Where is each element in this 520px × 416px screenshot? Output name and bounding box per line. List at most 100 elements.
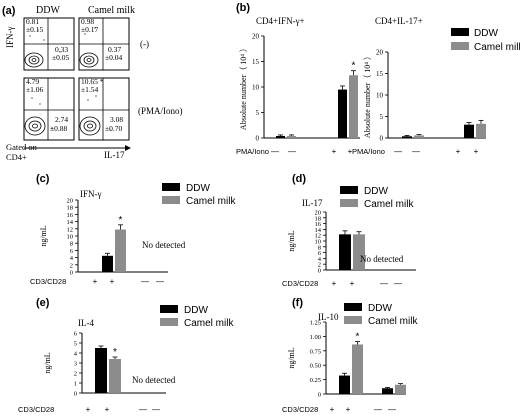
y-tick-label: 5 — [74, 341, 77, 348]
bar — [287, 135, 296, 138]
quadrant-value: 0.81 — [26, 17, 39, 26]
treatment-mark: + — [350, 279, 355, 288]
y-axis-label: ng/mL — [287, 230, 296, 251]
chart-f-il10: 0 0.25 0.50 0.75 1.00 1.25 ng/mL * CD3/CD28 + + — — — [282, 320, 406, 414]
y-tick-label: 16 — [67, 212, 74, 219]
y-tick-label: 4 — [74, 351, 78, 358]
treatment-mark: — — [374, 405, 382, 414]
gate-label: Gated on — [6, 142, 38, 152]
treatment-mark: — — [394, 279, 402, 288]
chart-title: IFN-γ — [80, 189, 101, 199]
y-tick-label: 0 — [318, 268, 321, 275]
y-tick-label: 4 — [70, 255, 74, 262]
y-tick-label: 6 — [70, 248, 74, 255]
y-tick-label: 3 — [74, 361, 77, 368]
treatment-mark: + — [474, 147, 479, 156]
legend-label-ddw: DDW — [474, 28, 498, 39]
treatment-label: CD3/CD28 — [30, 277, 66, 286]
treatment-mark: + — [105, 405, 110, 414]
y-tick-label: 20 — [315, 210, 322, 217]
bar — [95, 348, 107, 393]
y-tick-label: 6 — [318, 250, 322, 257]
facs-plot-stim-camel — [78, 77, 130, 141]
treatment-mark: + — [110, 277, 115, 286]
treatment-mark: + — [93, 277, 98, 286]
y-tick-label: 14 — [315, 227, 322, 234]
x-axis-arrowhead — [125, 145, 131, 151]
y-tick-label: 2 — [70, 262, 73, 269]
chart-b-il17: 0 5 10 15 20 Absolute number（ 10⁴ ） PMA/Iono — —… — [352, 49, 486, 156]
treatment-mark: — — [156, 277, 164, 286]
quadrant-value: 0.33 — [55, 45, 68, 54]
treatment-label: CD3/CD28 — [282, 405, 318, 414]
bar — [339, 234, 351, 270]
legend-label-ddw: DDW — [364, 186, 388, 197]
x-axis-label-il17: IL-17 — [104, 150, 125, 160]
y-axis-label: ng/mL — [43, 352, 52, 373]
y-tick-label: 0.50 — [310, 363, 321, 370]
chart-title: IL-4 — [78, 318, 94, 328]
y-tick-label: 8 — [70, 241, 73, 248]
legend-label-camel: Camel milk — [364, 199, 414, 210]
treatment-label: CD3/CD28 — [282, 279, 318, 288]
y-tick-label: 0.25 — [310, 377, 321, 384]
bar — [476, 123, 486, 138]
y-tick-label: 10 — [252, 84, 260, 92]
bar — [353, 234, 365, 270]
treatment-mark: — — [288, 147, 296, 156]
y-tick-label: 0 — [74, 391, 77, 398]
bar — [109, 359, 121, 393]
bar — [414, 135, 424, 138]
y-tick-label: 8 — [318, 244, 321, 251]
quadrant-value: ±0.04 — [105, 53, 122, 62]
treatment-mark: — — [394, 147, 402, 156]
treatment-mark: + — [332, 279, 337, 288]
panel-a: (a) DDW Camel milk IFN-γ — [2, 5, 183, 162]
quadrant-value: 3.08 — [110, 115, 123, 124]
panel-letter: (d) — [292, 173, 306, 185]
quadrant-value: ±1.06 — [26, 85, 43, 94]
treatment-mark: — — [271, 147, 279, 156]
quadrant-value: ±0.88 — [50, 124, 67, 133]
treatment-mark: + — [330, 405, 335, 414]
y-tick-label: 5 — [256, 109, 260, 117]
y-axis-label: Absolute number（ 10⁴ ） — [239, 44, 248, 130]
quadrant-value: ±1.54 — [81, 85, 98, 94]
y-tick-label: 5 — [380, 113, 384, 121]
chart-e-il4: 0 1 2 3 4 5 6 ng/mL * CD3/CD28 + + — — — [18, 331, 166, 414]
legend-swatch-camel — [160, 318, 178, 326]
y-tick-label: 4 — [318, 256, 322, 263]
y-tick-label: 2 — [74, 371, 77, 378]
legend-swatch-camel — [340, 199, 358, 207]
y-tick-label: 0 — [318, 392, 321, 399]
y-tick-label: 20 — [67, 198, 74, 205]
legend-label-ddw: DDW — [186, 183, 210, 194]
quadrant-gates — [24, 18, 129, 140]
y-tick-label: 12 — [67, 226, 74, 233]
not-detected-label: No detected — [132, 375, 176, 385]
bar — [339, 375, 350, 394]
legend-swatch-camel — [451, 42, 469, 50]
significance-star: * — [352, 61, 356, 72]
col-header-camel: Camel milk — [88, 5, 135, 16]
y-tick-label: 1.00 — [310, 334, 321, 341]
legend-swatch-ddw — [160, 305, 178, 313]
legend-swatch-ddw — [451, 28, 469, 36]
legend-label-camel: Camel milk — [368, 316, 418, 327]
y-tick-label: 0 — [380, 135, 384, 143]
y-tick-label: 15 — [252, 58, 260, 66]
treatment-label: CD3/CD28 — [18, 405, 54, 414]
quadrant-value: ±0.70 — [105, 124, 122, 133]
y-tick-label: 2 — [318, 262, 321, 269]
row-label-pma-iono: (PMA/Iono) — [138, 106, 183, 116]
panel-b: (b) CD4+IFN-γ+ CD4+IL-17+ 0 5 10 15 20 Absolu… — [236, 2, 520, 156]
row-label-unstim: (-) — [140, 39, 149, 49]
treatment-mark: — — [152, 405, 160, 414]
treatment-mark: — — [412, 147, 420, 156]
panel-letter: (c) — [36, 173, 50, 185]
legend-swatch-ddw — [162, 183, 180, 191]
y-tick-label: 18 — [67, 205, 74, 212]
